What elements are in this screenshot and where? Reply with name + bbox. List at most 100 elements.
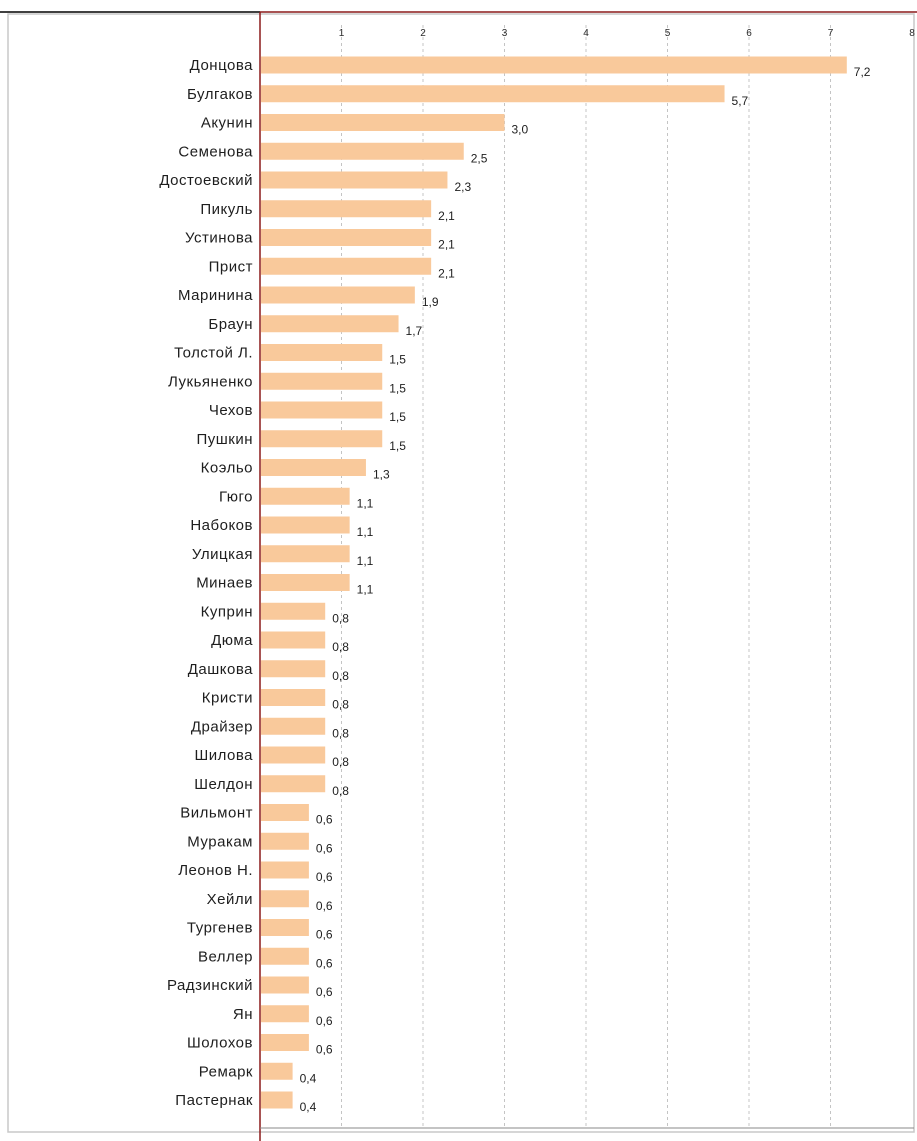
bar <box>261 919 309 936</box>
data-label: 1,9 <box>422 295 439 309</box>
bar <box>261 1005 309 1023</box>
category-label: Минаев <box>196 575 253 592</box>
bar <box>261 430 383 448</box>
data-label: 0,8 <box>332 611 349 625</box>
bar <box>261 660 326 678</box>
category-label: Коэльо <box>201 460 253 477</box>
category-label: Булгаков <box>187 86 253 103</box>
data-label: 1,1 <box>357 554 374 568</box>
data-label: 2,1 <box>438 209 455 223</box>
data-label: 0,6 <box>316 1014 333 1028</box>
category-label: Гюго <box>219 488 253 505</box>
bar <box>261 746 326 764</box>
category-label: Хейли <box>207 891 253 908</box>
category-label: Шелдон <box>194 776 253 793</box>
data-label: 0,6 <box>316 956 333 970</box>
bar <box>261 1091 293 1109</box>
gridlines <box>341 25 831 1128</box>
bar <box>261 631 326 649</box>
bar <box>261 976 309 994</box>
category-label: Маринина <box>178 287 253 304</box>
data-label: 0,8 <box>332 640 349 654</box>
data-label: 2,3 <box>454 180 471 194</box>
category-label: Дашкова <box>188 661 253 678</box>
bar <box>261 171 448 189</box>
category-label: Вильмонт <box>180 805 253 822</box>
data-label: 0,6 <box>316 813 333 827</box>
bar <box>261 114 505 131</box>
category-label: Браун <box>208 316 253 333</box>
category-label: Устинова <box>185 230 253 247</box>
bar <box>261 85 725 103</box>
x-tick-label: 2 <box>420 28 426 39</box>
category-label: Муракам <box>187 833 253 850</box>
data-label: 1,1 <box>357 496 374 510</box>
bar <box>261 861 309 879</box>
x-tick-label: 6 <box>746 28 752 39</box>
bar <box>261 56 847 74</box>
bar <box>261 401 383 419</box>
category-label: Радзинский <box>167 977 253 994</box>
data-label: 0,8 <box>332 669 349 683</box>
bar <box>261 257 432 275</box>
category-label: Дюма <box>211 632 253 649</box>
category-label: Леонов Н. <box>178 862 253 879</box>
category-label: Донцова <box>190 57 254 74</box>
category-label: Ян <box>233 1006 253 1023</box>
data-label: 0,4 <box>300 1100 317 1114</box>
category-label: Достоевский <box>159 172 253 189</box>
bar <box>261 315 399 333</box>
outer-panel-border <box>7 13 915 1133</box>
bar <box>261 372 383 390</box>
data-label: 0,6 <box>316 1043 333 1057</box>
data-label: 2,1 <box>438 238 455 252</box>
bar <box>261 487 350 505</box>
category-label: Улицкая <box>192 546 253 563</box>
category-label: Семенова <box>178 143 253 160</box>
data-label: 1,5 <box>389 353 406 367</box>
data-label: 1,5 <box>389 381 406 395</box>
data-label: 0,6 <box>316 870 333 884</box>
bar <box>261 200 432 218</box>
data-label: 1,7 <box>406 324 423 338</box>
data-label: 1,1 <box>357 525 374 539</box>
category-label: Пастернак <box>175 1092 253 1109</box>
x-tick-label: 3 <box>502 28 508 39</box>
bar <box>261 574 350 591</box>
x-tick-label: 8 <box>909 28 915 39</box>
x-tick-label: 4 <box>583 28 589 39</box>
category-label: Шилова <box>194 747 253 764</box>
data-labels: 7,2 5,7 3,0 2,5 2,3 2,1 2,1 2,1 1,9 1,7 1,5 1,5 1,5 1… <box>300 65 871 1114</box>
data-label: 0,4 <box>300 1071 317 1085</box>
data-label: 1,5 <box>389 439 406 453</box>
bar <box>261 142 464 160</box>
category-label: Чехов <box>209 402 253 419</box>
category-label: Шолохов <box>187 1035 253 1052</box>
data-label: 0,6 <box>316 899 333 913</box>
category-label: Толстой Л. <box>174 345 253 362</box>
bar <box>261 1034 309 1051</box>
data-label: 1,3 <box>373 468 390 482</box>
data-label: 1,5 <box>389 410 406 424</box>
x-tick-label: 7 <box>828 28 834 39</box>
bars <box>261 56 847 1109</box>
bar <box>261 689 326 706</box>
category-label: Драйзер <box>191 718 253 735</box>
data-label: 5,7 <box>732 94 749 108</box>
bar <box>261 286 415 304</box>
category-label: Пушкин <box>196 431 253 448</box>
category-label: Пикуль <box>200 201 253 218</box>
bar <box>261 516 350 534</box>
category-labels: Донцова Булгаков Акунин Семенова Достоевский… <box>159 57 254 1109</box>
data-label: 2,5 <box>471 151 488 165</box>
data-label: 1,1 <box>357 583 374 597</box>
data-label: 0,8 <box>332 726 349 740</box>
x-tick-label: 5 <box>665 28 671 39</box>
bar <box>261 602 326 620</box>
bar <box>261 947 309 965</box>
bar <box>261 890 309 908</box>
bar <box>261 459 366 476</box>
bar <box>261 804 309 821</box>
data-label: 2,1 <box>438 266 455 280</box>
